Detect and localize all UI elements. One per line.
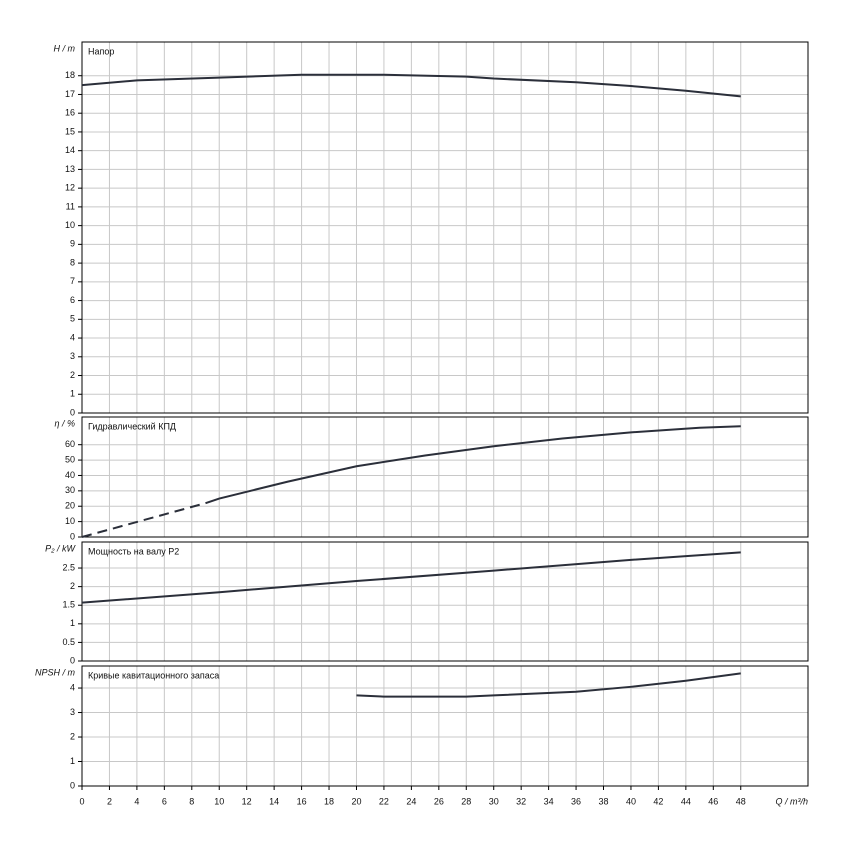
y-tick-label: 1: [70, 756, 75, 766]
y-tick-label: 13: [65, 164, 75, 174]
x-tick-label: 32: [516, 796, 526, 806]
y-tick-label: 0: [70, 780, 75, 790]
y-tick-label: 20: [65, 501, 75, 511]
y-tick-label: 40: [65, 470, 75, 480]
y-tick-label: 30: [65, 485, 75, 495]
y-tick-label: 4: [70, 682, 75, 692]
y-tick-label: 0: [70, 407, 75, 417]
y-tick-label: 2: [70, 731, 75, 741]
x-tick-label: 16: [297, 796, 307, 806]
panel-frame: [81, 41, 809, 414]
y-tick-label: 2: [70, 581, 75, 591]
x-tick-label: 18: [324, 796, 334, 806]
x-tick-label: 0: [79, 796, 84, 806]
curve: [81, 502, 206, 538]
y-tick-label: 0: [70, 655, 75, 665]
x-tick-label: 44: [681, 796, 691, 806]
y-axis-label: NPSH / m: [35, 667, 76, 677]
curve: [356, 672, 741, 698]
y-tick-label: 50: [65, 454, 75, 464]
curve: [81, 551, 741, 604]
y-tick-label: 3: [70, 351, 75, 361]
panel-title: Кривые кавитационного запаса: [88, 670, 219, 680]
x-axis-label: Q / m³/h: [775, 796, 808, 806]
y-tick-label: 1: [70, 618, 75, 628]
y-tick-label: 10: [65, 516, 75, 526]
x-tick-label: 46: [708, 796, 718, 806]
x-tick-label: 22: [379, 796, 389, 806]
y-tick-label: 17: [65, 89, 75, 99]
x-tick-label: 8: [189, 796, 194, 806]
y-tick-label: 14: [65, 145, 75, 155]
x-tick-label: 2: [107, 796, 112, 806]
panel-frame: [81, 541, 809, 662]
panel-frame: [81, 665, 809, 787]
y-tick-label: 16: [65, 108, 75, 118]
x-tick-label: 40: [626, 796, 636, 806]
x-tick-label: 14: [269, 796, 279, 806]
y-tick-label: 5: [70, 314, 75, 324]
y-tick-label: 2.5: [62, 562, 75, 572]
y-tick-label: 6: [70, 295, 75, 305]
x-tick-label: 42: [653, 796, 663, 806]
panel-title: Мощность на валу P2: [88, 546, 179, 556]
y-axis-label: η / %: [54, 418, 75, 428]
y-axis-label: P₂ / kW: [45, 543, 76, 553]
x-tick-label: 24: [406, 796, 416, 806]
y-tick-label: 11: [66, 201, 75, 211]
x-tick-label: 6: [162, 796, 167, 806]
y-tick-label: 18: [65, 70, 75, 80]
x-tick-label: 28: [461, 796, 471, 806]
x-tick-label: 30: [489, 796, 499, 806]
y-tick-label: 1: [70, 389, 75, 399]
y-tick-label: 4: [70, 332, 75, 342]
y-tick-label: 9: [70, 239, 75, 249]
panel-frame: [81, 416, 809, 538]
y-tick-label: 2: [70, 370, 75, 380]
y-tick-label: 12: [65, 183, 75, 193]
x-tick-label: 26: [434, 796, 444, 806]
y-tick-label: 1.5: [62, 600, 75, 610]
x-tick-label: 10: [214, 796, 224, 806]
y-axis-label: H / m: [54, 43, 76, 53]
curve: [81, 73, 741, 98]
y-tick-label: 7: [70, 276, 75, 286]
x-tick-label: 12: [242, 796, 252, 806]
x-tick-label: 4: [134, 796, 139, 806]
y-tick-label: 3: [70, 707, 75, 717]
panel-title: Напор: [88, 46, 114, 56]
x-tick-label: 38: [599, 796, 609, 806]
x-tick-label: 34: [544, 796, 554, 806]
x-tick-label: 36: [571, 796, 581, 806]
x-tick-label: 48: [736, 796, 746, 806]
panel-title: Гидравлический КПД: [88, 421, 176, 431]
y-tick-label: 0.5: [62, 637, 75, 647]
y-tick-label: 0: [70, 531, 75, 541]
y-tick-label: 8: [70, 257, 75, 267]
curve: [205, 425, 741, 505]
y-tick-label: 60: [65, 439, 75, 449]
x-tick-label: 20: [351, 796, 361, 806]
y-tick-label: 10: [65, 220, 75, 230]
y-tick-label: 15: [65, 126, 75, 136]
